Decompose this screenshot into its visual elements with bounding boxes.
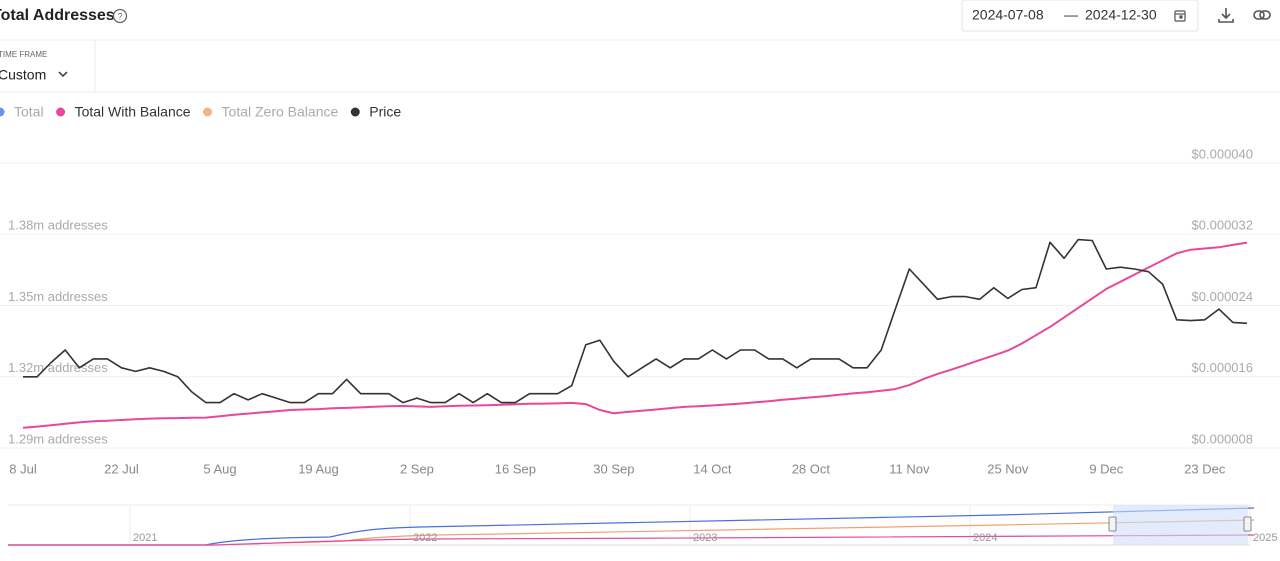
legend-label[interactable]: Price <box>369 104 401 120</box>
navigator: 2021 2022 2023 2024 2025 <box>8 504 1277 546</box>
y2-tick-label: $0.000008 <box>1192 431 1253 446</box>
x-tick-label: 28 Oct <box>792 461 831 476</box>
date-range[interactable] <box>961 0 1199 32</box>
y-tick-label: 1.32m addresses <box>8 360 108 375</box>
x-tick-label: 9 Dec <box>1089 461 1123 476</box>
y-tick-label: 1.38m addresses <box>8 218 108 233</box>
y2-tick-label: $0.000016 <box>1192 360 1253 375</box>
link-icon[interactable] <box>1253 10 1271 20</box>
x-tick-label: 14 Oct <box>693 461 732 476</box>
x-tick-label: 22 Jul <box>104 461 139 476</box>
y2-tick-label: $0.000032 <box>1192 218 1253 233</box>
legend-marker <box>203 107 213 117</box>
x-tick-label: 30 Sep <box>593 461 634 476</box>
nav-year-label: 2024 <box>973 532 997 544</box>
x-tick-label: 8 Jul <box>9 461 37 476</box>
legend: Total Total With Balance Total Zero Balanc… <box>0 104 401 120</box>
legend-marker <box>350 107 360 117</box>
nav-year-label: 2025 <box>1253 532 1277 544</box>
legend-marker <box>0 107 5 117</box>
nav-handle[interactable] <box>1243 516 1252 532</box>
nav-zero <box>8 519 1255 546</box>
nav-year-label: 2022 <box>413 532 437 544</box>
download-icon[interactable] <box>1218 8 1234 23</box>
x-tick-label: 5 Aug <box>203 461 236 476</box>
nav-total <box>8 507 1255 546</box>
series-line <box>22 241 1248 429</box>
x-tick-label: 16 Sep <box>495 461 536 476</box>
nav-handle[interactable] <box>1108 516 1117 532</box>
legend-label[interactable]: Total <box>14 104 44 120</box>
x-tick-label: 2 Sep <box>400 461 434 476</box>
x-tick-label: 25 Nov <box>987 461 1029 476</box>
y-tick-label: 1.29m addresses <box>8 431 108 446</box>
time-frame-select[interactable]: Custom <box>0 67 46 83</box>
nav-year-label: 2021 <box>133 532 157 544</box>
chevron <box>58 71 68 78</box>
legend-marker <box>56 107 66 117</box>
nav-selection[interactable] <box>1113 505 1248 545</box>
time-frame-label: TIME FRAME <box>0 50 47 59</box>
x-tick-label: 11 Nov <box>889 461 930 476</box>
x-tick-label: 19 Aug <box>298 461 339 476</box>
date-separator: — <box>1064 7 1078 23</box>
legend-label[interactable]: Total With Balance <box>75 104 191 120</box>
series-line <box>23 238 1248 404</box>
y-tick-label: 1.35m addresses <box>8 289 108 304</box>
plot: $0.000008 $0.000016 $0.000024 $0.000032 $0.0… <box>0 146 1280 476</box>
nav-grid <box>129 505 1251 545</box>
legend-label[interactable]: Total Zero Balance <box>222 104 339 120</box>
nav-year-label: 2023 <box>693 532 717 544</box>
date-end: 2024-12-30 <box>1085 7 1157 23</box>
y2-tick-label: $0.000024 <box>1192 289 1253 304</box>
calendar-icon[interactable] <box>1174 10 1186 22</box>
date-start: 2024-07-08 <box>972 7 1044 23</box>
help-glyph: ? <box>117 11 122 21</box>
title: Total Addresses <box>0 7 115 24</box>
y2-tick-label: $0.000040 <box>1192 146 1253 161</box>
help-icon[interactable]: ? <box>112 8 128 24</box>
nav-with-balance <box>8 534 1255 546</box>
x-tick-label: 23 Dec <box>1184 461 1226 476</box>
